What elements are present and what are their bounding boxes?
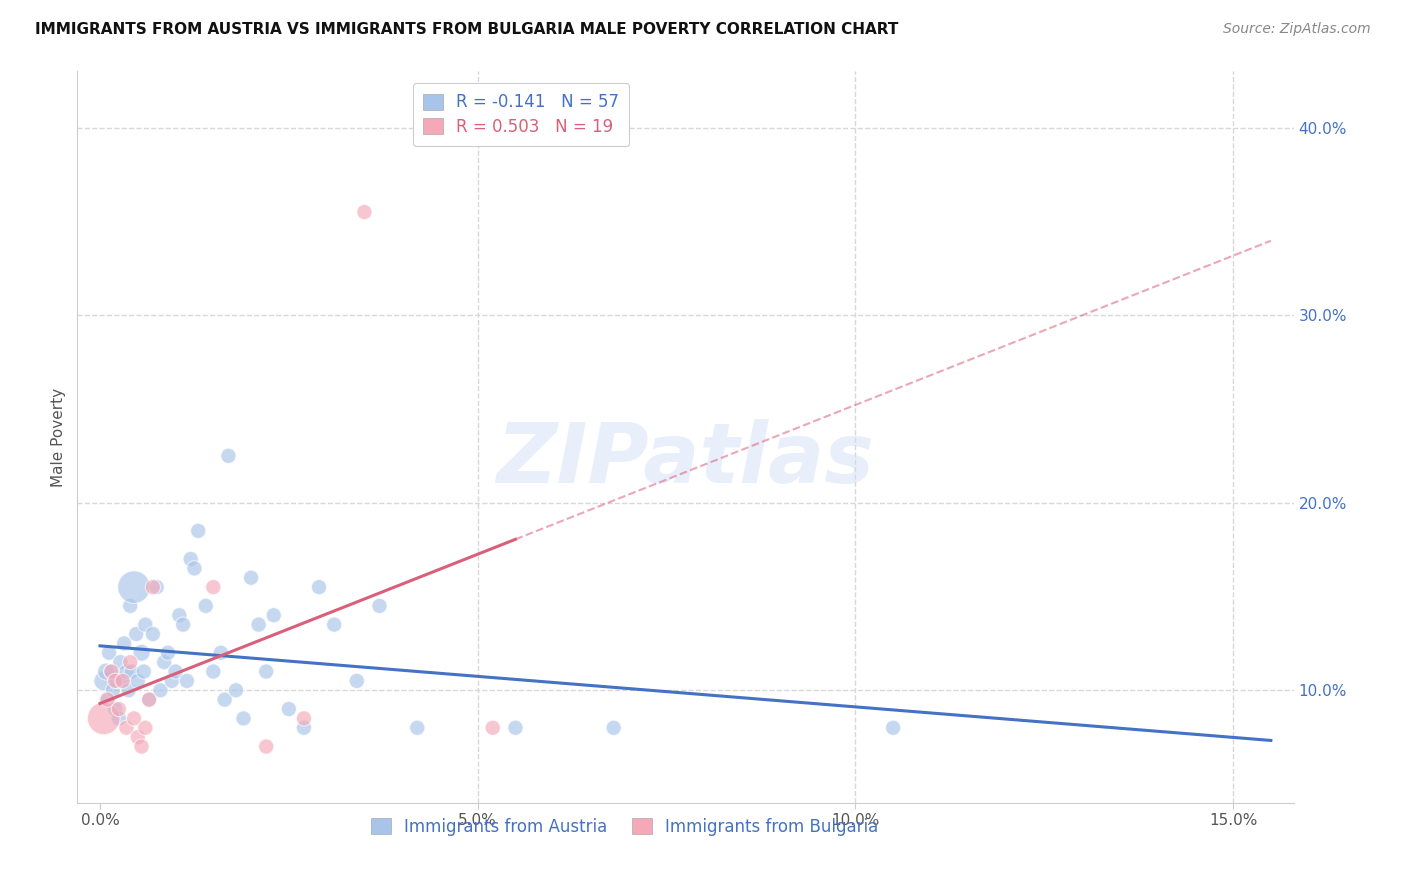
Point (505, 721, 527, 735)
Point (602, 721, 624, 735)
Point (323, 617, 346, 632)
Point (277, 702, 299, 716)
Point (120, 599, 142, 613)
Point (172, 617, 194, 632)
Point (132, 665, 155, 679)
Point (882, 721, 904, 735)
Point (125, 627, 148, 641)
Point (115, 721, 138, 735)
Point (111, 673, 134, 688)
Point (94, 665, 117, 679)
Point (202, 580, 225, 594)
Point (169, 608, 191, 623)
Point (202, 665, 225, 679)
Point (308, 580, 330, 594)
Point (217, 449, 239, 463)
Point (98, 646, 121, 660)
Point (153, 655, 176, 669)
Point (214, 692, 236, 706)
Point (122, 711, 145, 725)
Point (112, 636, 135, 650)
Point (134, 617, 156, 632)
Point (131, 646, 153, 660)
Point (254, 665, 277, 679)
Point (247, 617, 270, 632)
Point (118, 683, 141, 698)
Point (368, 599, 391, 613)
Point (131, 739, 153, 754)
Text: IMMIGRANTS FROM AUSTRIA VS IMMIGRANTS FROM BULGARIA MALE POVERTY CORRELATION CHA: IMMIGRANTS FROM AUSTRIA VS IMMIGRANTS FR… (35, 22, 898, 37)
Point (180, 552, 202, 566)
Point (96, 692, 118, 706)
Point (160, 673, 183, 688)
Point (104, 702, 127, 716)
Point (111, 673, 134, 688)
Point (127, 730, 149, 744)
Point (240, 571, 263, 585)
Point (406, 721, 429, 735)
Point (156, 646, 179, 660)
Y-axis label: Male Poverty: Male Poverty (51, 387, 66, 487)
Point (232, 711, 254, 725)
Point (105, 673, 128, 688)
Point (138, 692, 160, 706)
Point (104, 673, 127, 688)
Legend: Immigrants from Austria, Immigrants from Bulgaria: Immigrants from Austria, Immigrants from… (360, 807, 889, 846)
Point (100, 665, 122, 679)
Point (110, 655, 132, 669)
Point (292, 711, 315, 725)
Point (121, 665, 143, 679)
Point (187, 524, 209, 538)
Point (225, 683, 247, 698)
Point (108, 711, 131, 725)
Point (96, 692, 118, 706)
Point (254, 739, 277, 754)
Point (149, 683, 172, 698)
Point (138, 692, 160, 706)
Point (209, 646, 232, 660)
Point (115, 665, 138, 679)
Point (101, 683, 124, 698)
Point (93, 673, 115, 688)
Point (145, 580, 167, 594)
Point (120, 655, 142, 669)
Point (353, 205, 375, 219)
Point (346, 673, 368, 688)
Point (142, 580, 165, 594)
Point (481, 721, 503, 735)
Point (165, 665, 187, 679)
Point (263, 608, 285, 623)
Point (100, 665, 122, 679)
Text: ZIPatlas: ZIPatlas (496, 418, 875, 500)
Point (183, 561, 205, 575)
Point (127, 673, 149, 688)
Point (142, 627, 165, 641)
Point (176, 673, 198, 688)
Point (93, 711, 115, 725)
Text: Source: ZipAtlas.com: Source: ZipAtlas.com (1223, 22, 1371, 37)
Point (292, 721, 315, 735)
Point (134, 721, 156, 735)
Point (108, 702, 131, 716)
Point (194, 599, 217, 613)
Point (122, 580, 145, 594)
